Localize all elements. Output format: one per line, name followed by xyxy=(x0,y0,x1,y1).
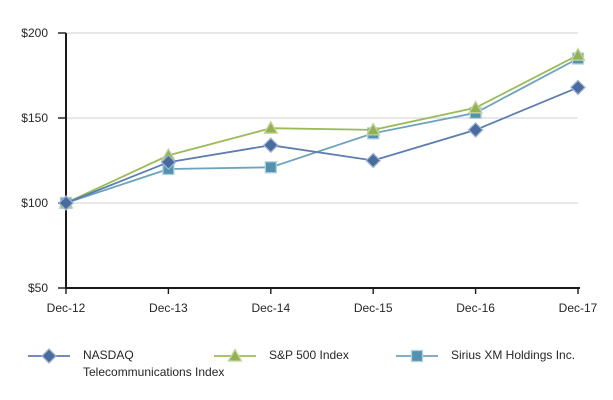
triangle-marker-icon xyxy=(214,348,256,362)
diamond-marker-icon xyxy=(467,121,484,138)
legend-item-sp500: S&P 500 Index xyxy=(213,347,349,364)
x-axis-tick-label: Dec-15 xyxy=(354,301,393,315)
chart-legend: NASDAQ Telecommunications Index S&P 500 … xyxy=(0,341,613,393)
diamond-marker-icon xyxy=(160,154,177,171)
legend-label-sp500: S&P 500 Index xyxy=(269,348,349,362)
x-axis-tick-label: Dec-17 xyxy=(559,301,598,315)
series-line xyxy=(65,86,579,204)
triangle-marker-icon xyxy=(263,120,279,134)
legend-item-nasdaq-telecom: NASDAQ Telecommunications Index xyxy=(27,347,224,381)
triangle-marker-icon xyxy=(467,99,484,114)
diamond-marker-icon xyxy=(570,79,586,96)
series-line xyxy=(65,57,579,204)
square-marker-icon xyxy=(264,161,277,174)
triangle-marker-icon xyxy=(365,122,381,136)
diamond-marker-icon xyxy=(58,195,74,211)
diamond-marker-icon xyxy=(262,137,279,154)
triangle-marker-icon xyxy=(570,47,586,61)
series-line xyxy=(65,54,579,204)
series-nasdaq-telecommunications-index xyxy=(58,79,586,211)
series-s-p-500-index xyxy=(58,47,586,209)
x-axis-tick-label: Dec-16 xyxy=(456,301,495,315)
square-marker-icon xyxy=(396,349,438,363)
diamond-marker-icon xyxy=(41,348,57,364)
legend-label-sirius-xm: Sirius XM Holdings Inc. xyxy=(451,348,576,362)
legend-label-nasdaq-telecom: NASDAQ Telecommunications Index xyxy=(83,348,225,379)
y-axis-tick-label: $200 xyxy=(21,26,48,40)
triangle-marker-icon xyxy=(227,348,243,362)
diamond-marker-icon xyxy=(365,152,382,169)
x-axis-tick-label: Dec-12 xyxy=(47,301,86,315)
diamond-marker-icon xyxy=(28,348,70,364)
x-axis-tick-label: Dec-13 xyxy=(149,301,188,315)
y-axis-tick-label: $50 xyxy=(28,281,48,295)
legend-item-sirius-xm: Sirius XM Holdings Inc. xyxy=(395,347,575,364)
square-marker-icon xyxy=(410,349,424,363)
y-axis-tick-label: $150 xyxy=(21,111,48,125)
y-axis-tick-label: $100 xyxy=(21,196,48,210)
series-sirius-xm-holdings-inc- xyxy=(59,52,585,210)
x-axis-tick-label: Dec-14 xyxy=(251,301,290,315)
performance-line-plot: $50 $100 $150 $200 Dec-12 Dec-13 Dec-14 Dec-15 D… xyxy=(21,26,598,315)
